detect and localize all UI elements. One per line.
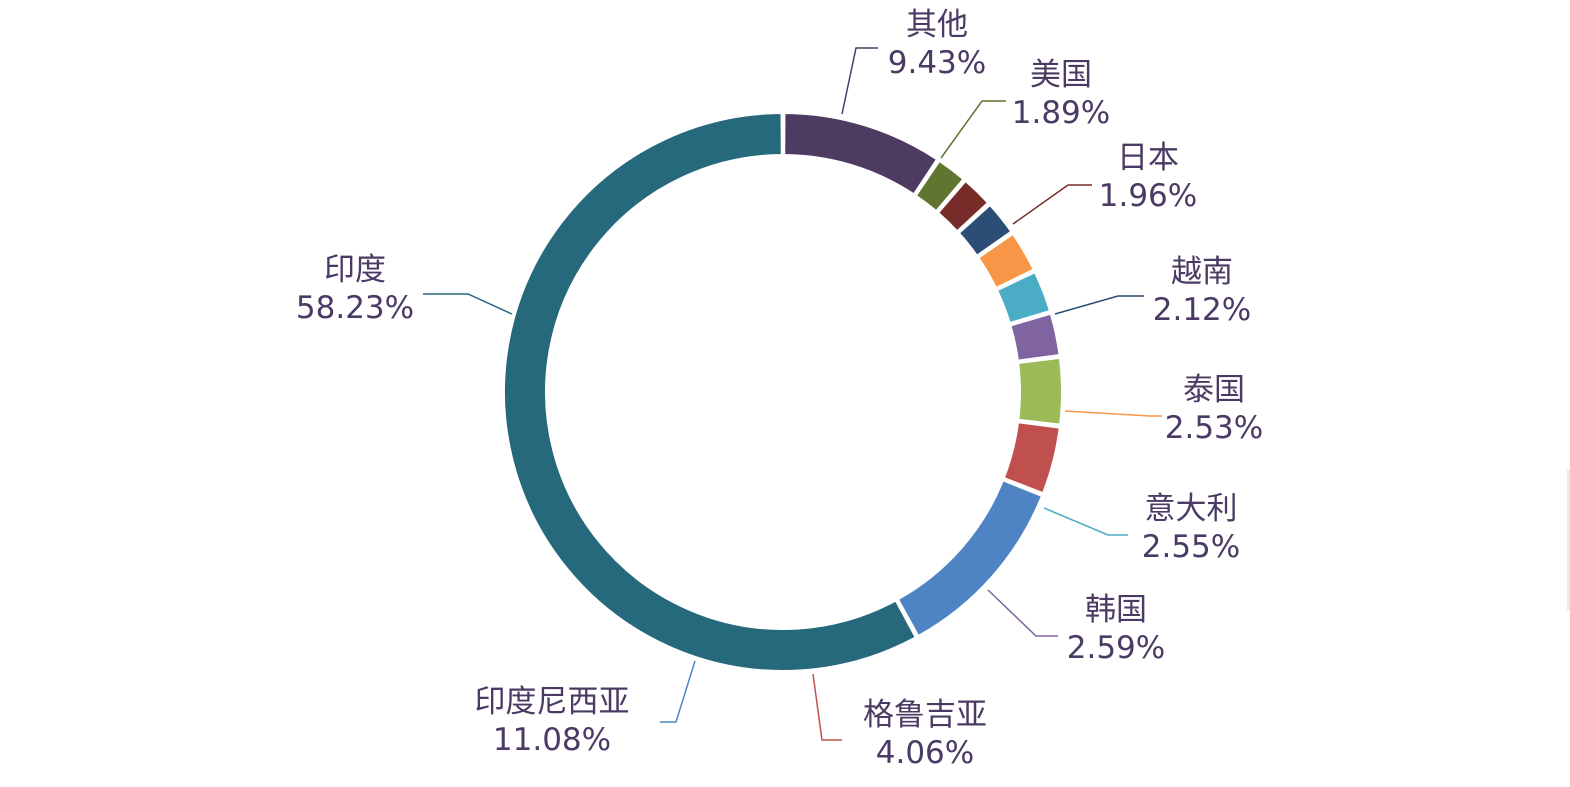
slice-韩国	[1009, 312, 1061, 362]
slice-label-name-美国: 美国	[1030, 57, 1092, 93]
leader-line-印度尼西亚	[660, 660, 696, 723]
slice-美国	[914, 159, 965, 213]
leader-line-越南	[1054, 295, 1144, 315]
slice-格鲁吉亚	[1002, 421, 1061, 495]
slice-label-value-格鲁吉亚: 4.06%	[876, 735, 974, 771]
leader-line-印度	[423, 293, 513, 315]
slice-label-name-越南: 越南	[1171, 254, 1233, 290]
slice-unlabeled-3	[1017, 356, 1063, 426]
slice-日本	[936, 179, 990, 233]
slice-label-name-泰国: 泰国	[1183, 372, 1245, 408]
slice-label-name-印度: 印度	[324, 252, 386, 288]
slice-label-value-越南: 2.12%	[1153, 292, 1251, 328]
slice-label-value-印度尼西亚: 11.08%	[493, 722, 611, 758]
slice-label-value-美国: 1.89%	[1012, 95, 1110, 131]
slice-越南	[957, 203, 1013, 258]
slice-label-value-泰国: 2.53%	[1165, 410, 1263, 446]
slice-label-value-印度: 58.23%	[296, 290, 414, 326]
edge-divider	[1567, 470, 1570, 610]
slice-label-name-意大利: 意大利	[1145, 491, 1238, 527]
slice-其他	[783, 111, 939, 196]
leader-line-其他	[841, 47, 878, 115]
slice-label-value-日本: 1.96%	[1099, 178, 1197, 214]
slice-label-value-韩国: 2.59%	[1067, 630, 1165, 666]
slice-label-name-格鲁吉亚: 格鲁吉亚	[863, 697, 987, 733]
slice-意大利	[995, 270, 1052, 325]
leader-line-韩国	[987, 589, 1058, 637]
leader-line-意大利	[1043, 507, 1128, 536]
slice-label-name-印度尼西亚: 印度尼西亚	[475, 684, 630, 720]
slice-label-value-意大利: 2.55%	[1142, 529, 1240, 565]
leader-line-泰国	[1064, 410, 1162, 417]
leader-line-美国	[940, 100, 1006, 159]
slice-印度	[503, 111, 918, 672]
leader-line-日本	[1012, 184, 1092, 225]
slice-label-name-其他: 其他	[906, 7, 968, 43]
slice-泰国	[976, 232, 1036, 290]
slice-label-name-韩国: 韩国	[1085, 592, 1147, 628]
leader-line-格鲁吉亚	[812, 673, 842, 741]
slice-印度尼西亚	[896, 479, 1044, 638]
slice-label-value-其他: 9.43%	[888, 45, 986, 81]
slice-label-name-日本: 日本	[1117, 140, 1179, 176]
